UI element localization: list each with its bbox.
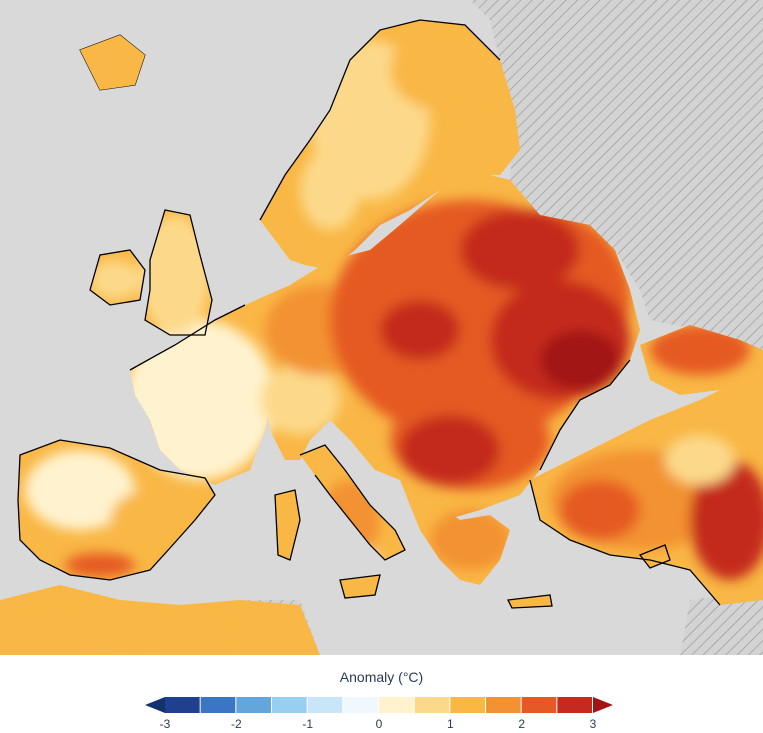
colorbar-tick-label: -2: [230, 717, 242, 731]
legend-title: Anomaly (°C): [339, 669, 424, 685]
no-data-region-middle-east: [680, 590, 763, 655]
colorbar-segment: [379, 697, 414, 713]
colorbar-tick-label: -3: [159, 717, 171, 731]
colorbar-tick-label: -1: [302, 717, 313, 731]
map-canvas: [0, 0, 763, 655]
colorbar-segment: [307, 697, 343, 713]
colorbar-underflow-arrow: [145, 697, 165, 713]
anomaly-field: [0, 20, 763, 655]
colorbar-segment: [343, 697, 378, 713]
colorbar-tick-label: 1: [446, 717, 454, 731]
no-data-region-east: [470, 0, 763, 350]
colorbar-segment: [236, 697, 271, 713]
anomaly-map: [0, 0, 763, 655]
colorbar-segment: [486, 697, 521, 713]
colorbar-tick-label: 3: [589, 717, 597, 731]
colorbar-segment: [450, 697, 485, 713]
colorbar-segment: [414, 697, 450, 713]
colorbar-legend: Anomaly (°C) -3 -2 -1 0 1 2 3: [0, 655, 763, 733]
colorbar-segment: [200, 697, 236, 713]
colorbar: [145, 697, 613, 713]
colorbar-segment: [557, 697, 592, 713]
colorbar-overflow-arrow: [593, 697, 613, 713]
colorbar-tick-label: 0: [375, 717, 383, 731]
coastlines: [17, 19, 721, 609]
colorbar-segment: [272, 697, 307, 713]
colorbar-tick-label: 2: [518, 717, 525, 731]
colorbar-segment: [165, 697, 200, 713]
colorbar-segment: [521, 697, 557, 713]
